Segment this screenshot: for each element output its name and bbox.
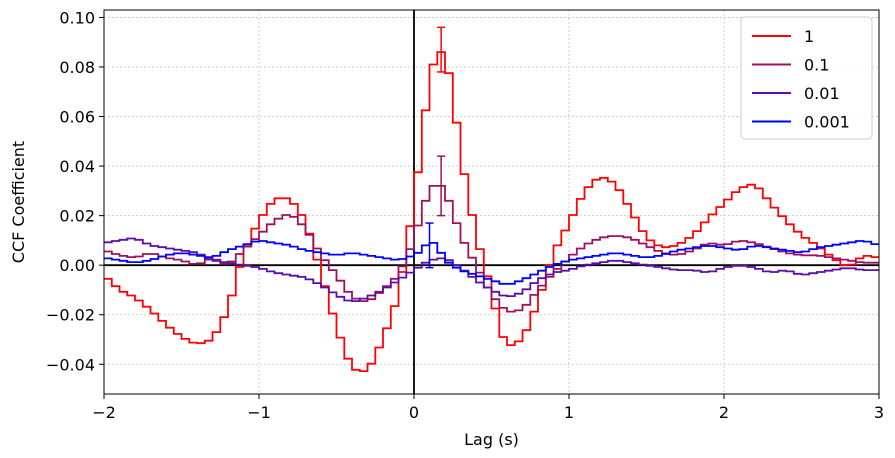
y-tick-label: 0.08	[59, 58, 95, 77]
legend-label-1: 0.1	[804, 56, 829, 75]
y-tick-label: −0.04	[46, 355, 95, 374]
y-tick-label: 0.04	[59, 157, 95, 176]
y-tick-label: 0.02	[59, 207, 95, 226]
error-bars	[425, 26, 446, 269]
y-axis-ticks: −0.04 −0.02 0.00 0.02 0.04 0.06 0.08 0.10	[46, 8, 104, 374]
y-axis-label: CCF Coefficient	[9, 141, 28, 263]
x-axis-label: Lag (s)	[464, 430, 519, 449]
y-tick-label: 0.00	[59, 256, 95, 275]
x-tick-label: 1	[564, 403, 574, 422]
legend-label-3: 0.001	[804, 113, 850, 132]
y-tick-label: 0.10	[59, 8, 95, 27]
legend: 1 0.1 0.01 0.001	[740, 16, 873, 140]
series-line-2	[104, 237, 879, 302]
series-line-0	[104, 51, 879, 372]
legend-label-0: 1	[804, 27, 814, 46]
legend-box	[740, 16, 873, 140]
x-tick-label: 2	[719, 403, 729, 422]
x-tick-label: 0	[409, 403, 419, 422]
plot-frame	[103, 9, 880, 395]
x-axis-ticks: −2 −1 0 1 2 3	[92, 394, 884, 422]
x-tick-label: 3	[874, 403, 884, 422]
series-group	[104, 51, 879, 372]
legend-label-2: 0.01	[804, 84, 840, 103]
series-line-1	[104, 185, 879, 313]
series-line-3	[104, 240, 879, 285]
y-tick-label: 0.06	[59, 108, 95, 127]
x-tick-label: −1	[247, 403, 271, 422]
y-tick-label: −0.02	[46, 306, 95, 325]
x-tick-label: −2	[92, 403, 116, 422]
